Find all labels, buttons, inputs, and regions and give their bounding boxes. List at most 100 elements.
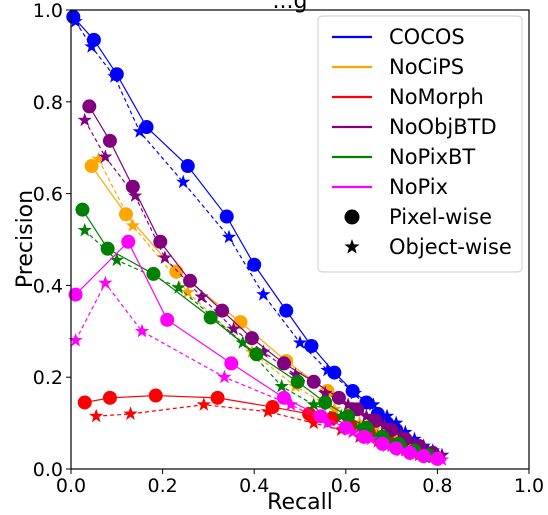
pixel-wise-point [247,257,262,272]
y-tick-label: 0.4 [33,275,63,297]
pixel-wise-point [68,287,83,302]
object-wise-point [359,408,374,423]
legend-label: NoCiPS [389,55,464,79]
object-wise-point [384,436,399,450]
pixel-wise-point [244,331,259,346]
legend-item-noobjbtd: NoObjBTD [332,115,497,139]
object-wise-point [274,378,289,393]
x-tick-label: 0.6 [331,475,361,497]
object-wise-point [407,436,422,450]
object-wise-point [379,438,395,453]
pixel-wise-point [203,310,218,325]
object-wise-point [283,397,298,411]
object-wise-point [235,335,250,349]
legend-item-cocos: COCOS [332,25,465,49]
pixel-wise-point [249,347,264,362]
pixel-wise-point [313,409,328,424]
object-wise-point [377,417,392,432]
object-wise-point [171,280,186,294]
object-wise-point [320,362,335,377]
x-axis-label: Recall [267,490,333,515]
legend-label: NoPixBT [389,145,475,169]
legend-item-nocips: NoCiPS [332,55,464,79]
object-wise-point [434,452,450,466]
object-wise-point [68,332,83,347]
y-tick-label: 0.6 [33,184,63,206]
object-wise-point [421,450,436,464]
y-axis-label: Precision [13,190,38,288]
object-wise-point [132,124,147,138]
pixel-wise-point [306,374,321,389]
legend-item-object-wise: Object-wise [344,235,512,259]
x-tick-label: 0.4 [239,475,269,497]
object-wise-point [77,222,92,237]
pixel-wise-point [160,312,175,327]
pixel-wise-point [279,303,294,318]
pixel-wise-point [210,390,225,405]
pixel-wise-point [331,390,346,405]
legend-label: NoObjBTD [389,115,497,139]
object-wise-point [176,174,191,189]
legend-label: NoMorph [389,85,484,109]
pixel-wise-point [77,395,92,410]
object-wise-point [77,112,92,127]
object-wise-point [389,415,404,430]
object-wise-point [306,415,321,430]
y-axis-ticks: 0.0 0.2 0.4 0.6 0.8 1.0 [33,0,71,481]
object-wise-point [407,446,422,461]
x-tick-label: 1.0 [514,475,544,497]
object-wise-point [226,321,241,336]
pixel-wise-point [100,241,115,256]
pixel-wise-point [290,374,305,389]
legend-label: NoPix [389,175,448,199]
legend-items: COCOS NoCiPS NoMorph NoObjBTD NoPixBT NoPix Pi… [332,25,512,259]
object-wise-point [370,429,385,443]
object-wise-point [109,252,124,267]
y-tick-label: 0.2 [33,367,63,389]
object-wise-point [366,397,381,411]
object-wise-point [157,250,173,264]
pixel-wise-point [219,209,234,224]
pixel-wise-point [318,395,333,410]
object-wise-point [134,323,150,338]
object-wise-point [84,39,99,53]
pixel-wise-point [102,390,117,405]
object-wise-point [98,149,113,163]
object-wise-point [194,289,209,303]
object-wise-point [125,218,140,232]
legend-box [317,15,523,273]
object-wise-point [363,431,379,446]
object-wise-line [75,21,443,456]
legend-label: Pixel-wise [389,205,492,229]
pixel-wise-point [276,390,291,405]
object-wise-point [221,229,237,244]
pixel-wise-point [82,99,97,114]
pixel-wise-point [169,264,184,279]
object-wise-point [91,151,106,166]
legend: COCOS NoCiPS NoMorph NoObjBTD NoPixBT NoPix Pi… [317,15,523,273]
pixel-wise-point [215,303,230,318]
object-wise-point [107,69,122,83]
object-wise-point [393,443,408,457]
object-wise-point [398,424,413,439]
pixel-wise-point [146,266,161,281]
object-wise-point [320,415,335,430]
pixel-wise-point [224,356,239,371]
pixel-wise-point [125,179,140,194]
legend-label: Object-wise [389,235,512,259]
object-wise-point [292,335,308,349]
object-wise-point [217,369,232,384]
object-wise-point [398,440,413,455]
legend-item-pixel-wise: Pixel-wise [344,205,492,229]
object-wise-point [347,385,363,400]
pixel-wise-point [153,234,168,249]
x-tick-label: 0.2 [147,475,177,497]
chart-title: ...g [273,0,308,14]
pixel-wise-point [233,315,248,330]
pixel-wise-point [180,159,195,174]
object-wise-point [288,367,303,381]
pixel-wise-point [121,234,136,249]
legend-star-marker [344,239,360,254]
plot-area [66,9,530,470]
